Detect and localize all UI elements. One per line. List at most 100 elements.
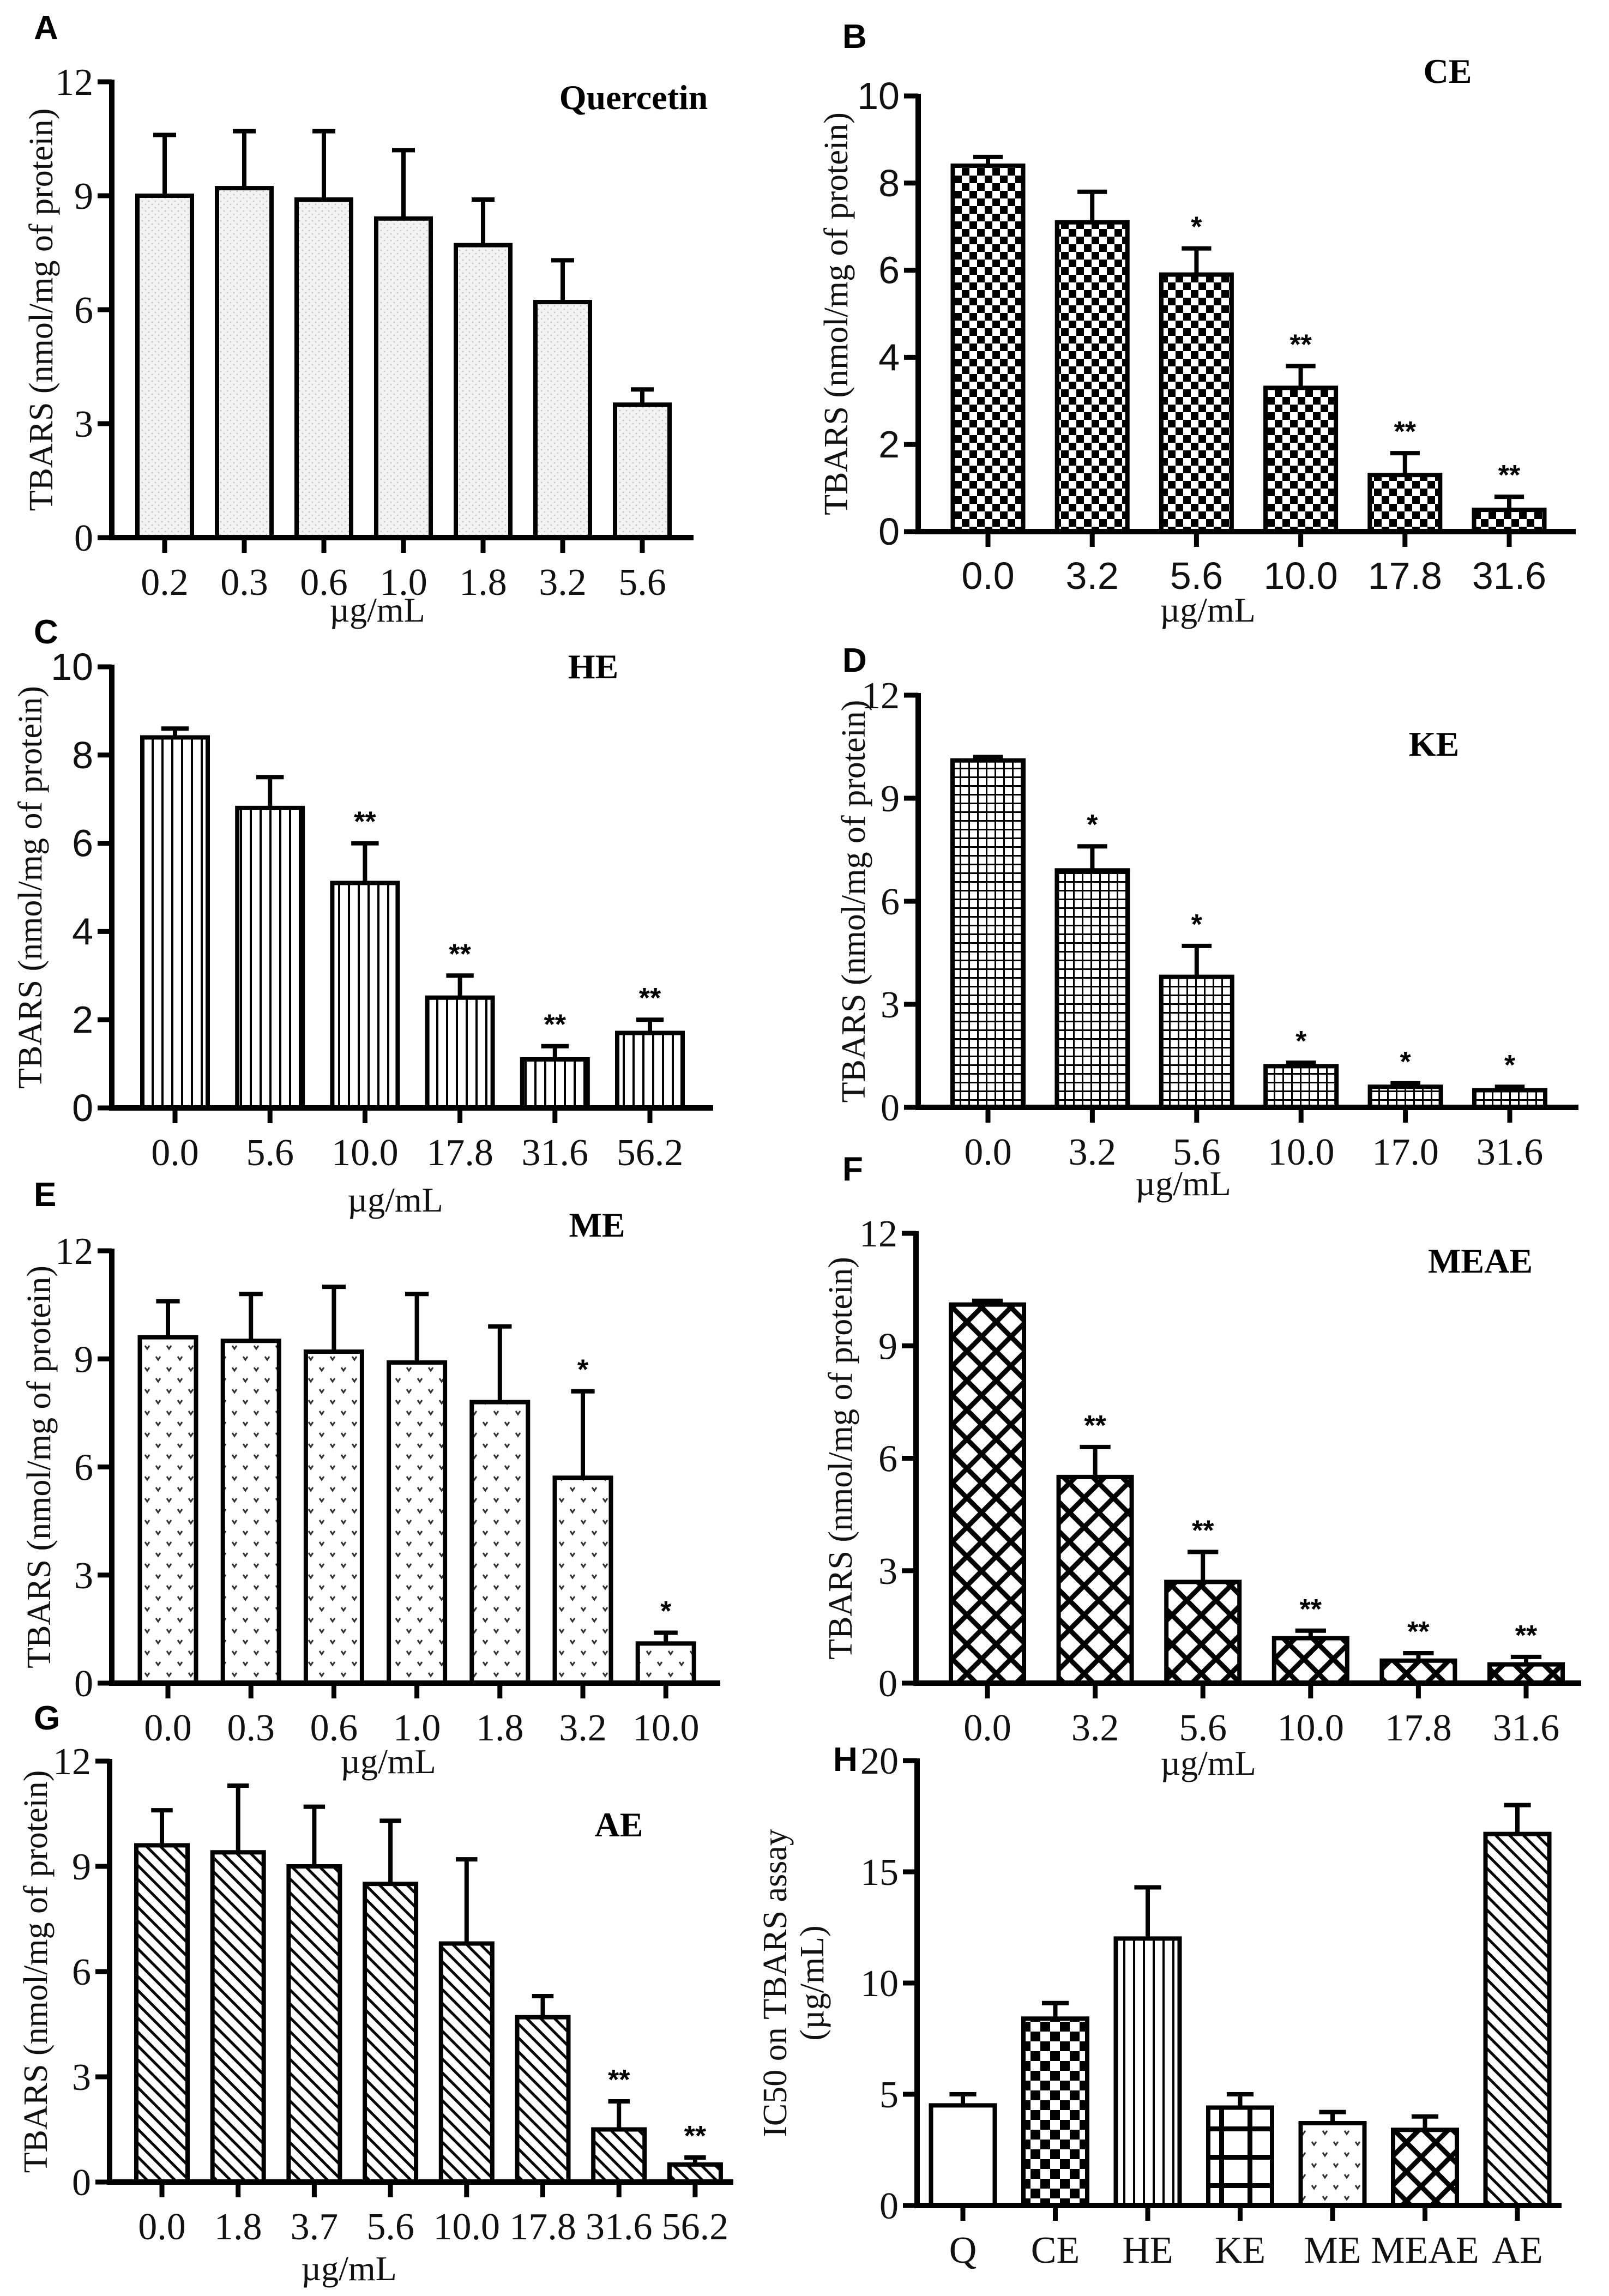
bar <box>950 758 1026 1110</box>
x-tick-label: 5.6 <box>1173 1131 1221 1173</box>
x-tick-label: 5.6 <box>246 1132 294 1174</box>
y-tick-label: 9 <box>72 1846 91 1888</box>
panel-c: C HE 0.0 5.6 ** 10.0 ** 17.8 ** 31.6 ** 56.2 0 2 4 6 8 10… <box>12 613 713 1219</box>
x-axis-label: µg/mL <box>1160 590 1256 629</box>
bar <box>1113 1936 1182 2208</box>
y-tick-label: 12 <box>55 62 93 104</box>
bar <box>454 243 513 540</box>
x-tick-label: 17.8 <box>426 1132 493 1174</box>
y-tick-label: 0 <box>879 2185 899 2227</box>
significance-marker: ** <box>1394 416 1417 448</box>
y-tick-label: 3 <box>878 1551 897 1593</box>
x-tick-label: 0.0 <box>963 1707 1011 1749</box>
bar <box>137 1335 198 1686</box>
y-tick-label: 10 <box>51 646 93 688</box>
significance-marker: ** <box>1407 1616 1430 1648</box>
y-tick-label: 2 <box>878 423 900 466</box>
y-axis-label: TBARS (nmol/mg of protein) <box>835 700 872 1103</box>
y-tick-label: 6 <box>74 1447 93 1489</box>
bar <box>929 2103 997 2208</box>
bar <box>1379 1658 1457 1685</box>
x-tick-label: 31.6 <box>522 1132 589 1174</box>
bar <box>635 1641 696 1686</box>
x-tick-label: 3.2 <box>1066 555 1119 597</box>
significance-marker: ** <box>639 983 661 1014</box>
x-tick-label: 3.2 <box>1069 1131 1117 1173</box>
x-axis-label: µg/mL <box>1160 1744 1256 1782</box>
x-tick-label: 31.6 <box>1472 555 1546 597</box>
panel-f: F MEAE 0.0 ** 3.2 ** 5.6 ** 10.0 ** 17.8 ** 31.6 0 3 6 9… <box>822 1150 1581 1782</box>
y-tick-label: 6 <box>881 881 900 923</box>
y-axis-label: TBARS (nmol/mg of protein) <box>822 1257 859 1660</box>
significance-marker: ** <box>608 2064 630 2096</box>
bar <box>438 1941 495 2185</box>
x-axis-label: µg/mL <box>1135 1164 1231 1203</box>
y-tick-label: 15 <box>860 1852 899 1894</box>
x-tick-label: 1.8 <box>476 1707 524 1749</box>
y-tick-label: 10 <box>860 1963 899 2005</box>
x-tick-label: 31.6 <box>586 2206 653 2248</box>
x-tick-label: 10.0 <box>433 2206 501 2248</box>
chart-title: ME <box>569 1206 625 1244</box>
x-axis-label: µg/mL <box>329 590 425 629</box>
y-axis-label: TBARS (nmol/mg of protein) <box>21 1265 58 1668</box>
bar <box>1298 2121 1367 2208</box>
y-tick-label: 3 <box>881 984 900 1026</box>
bar <box>1021 2016 1089 2208</box>
bar <box>1367 1084 1443 1110</box>
x-axis-label: µg/mL <box>340 1742 436 1781</box>
significance-marker: * <box>1087 809 1098 841</box>
y-axis-label: TBARS (nmol/mg of protein) <box>23 109 60 511</box>
y-tick-label: 0 <box>74 517 93 559</box>
x-tick-label: 3.2 <box>539 562 587 604</box>
x-tick-label: 0.0 <box>961 555 1014 597</box>
bar <box>363 1882 419 2185</box>
significance-marker: ** <box>1084 1410 1106 1442</box>
y-tick-label: 12 <box>55 1231 93 1273</box>
y-tick-label: 0 <box>74 1663 93 1705</box>
bar <box>140 735 210 1110</box>
bar <box>135 194 194 540</box>
y-tick-label: 3 <box>72 2057 91 2099</box>
x-tick-label: MEAE <box>1371 2229 1479 2271</box>
bar <box>303 1349 364 1686</box>
significance-marker: ** <box>1289 329 1312 360</box>
x-axis-label: µg/mL <box>347 1180 443 1219</box>
y-tick-label: 0 <box>72 1087 93 1129</box>
y-tick-label: 0 <box>72 2162 91 2204</box>
chart-title: MEAE <box>1428 1242 1533 1280</box>
y-axis-unit-label: (µg/mL) <box>794 1925 831 2040</box>
bar <box>134 1843 190 2184</box>
bar <box>235 805 305 1110</box>
significance-marker: ** <box>1498 460 1521 491</box>
y-tick-label: 12 <box>859 1213 897 1255</box>
bar <box>1472 1088 1547 1110</box>
bar <box>1263 1064 1339 1110</box>
y-tick-label: 0 <box>878 1663 897 1705</box>
x-tick-label: 5.6 <box>1179 1707 1227 1749</box>
y-tick-label: 6 <box>72 1951 91 1993</box>
y-tick-label: 20 <box>860 1740 899 1782</box>
bar <box>210 1850 266 2184</box>
y-tick-label: 3 <box>74 403 93 445</box>
bar <box>215 186 274 540</box>
bar <box>286 1864 342 2184</box>
x-tick-label: HE <box>1122 2229 1173 2271</box>
x-tick-label: AE <box>1492 2229 1542 2271</box>
bar <box>520 1057 590 1111</box>
y-tick-label: 4 <box>72 910 93 953</box>
bar <box>1164 1580 1242 1685</box>
x-tick-label: 0.2 <box>141 562 189 604</box>
bar <box>1483 1831 1552 2208</box>
bar <box>1487 1662 1565 1685</box>
y-tick-label: 9 <box>74 1339 93 1381</box>
x-tick-label: 17.8 <box>509 2206 576 2248</box>
y-tick-label: 9 <box>878 1325 897 1367</box>
y-tick-label: 6 <box>74 290 93 332</box>
significance-marker: ** <box>354 806 376 838</box>
x-tick-label: 56.2 <box>662 2206 729 2248</box>
bar <box>330 881 400 1111</box>
x-tick-label: 31.6 <box>1477 1131 1544 1173</box>
